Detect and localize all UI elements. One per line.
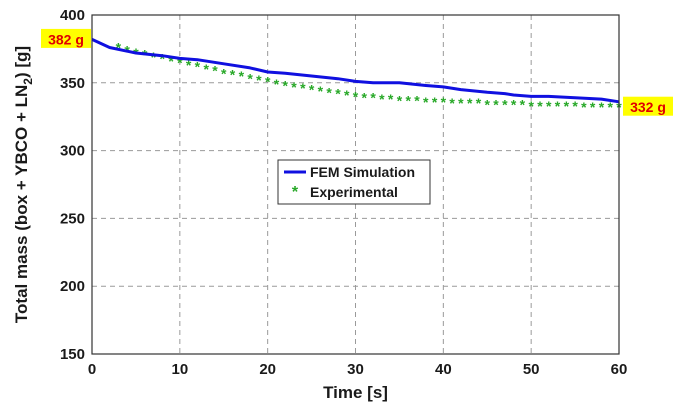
legend-box xyxy=(277,159,431,205)
experimental-point: * xyxy=(151,49,157,65)
y-tick-label: 400 xyxy=(60,7,85,24)
experimental-point: * xyxy=(502,96,508,112)
experimental-point: * xyxy=(581,99,587,115)
experimental-point: * xyxy=(572,98,578,114)
experimental-point: * xyxy=(405,92,411,108)
experimental-point: * xyxy=(116,40,122,56)
experimental-point: * xyxy=(274,76,280,92)
experimental-point: * xyxy=(160,50,166,66)
experimental-point: * xyxy=(177,54,183,70)
fem-simulation-line xyxy=(91,38,620,104)
legend-label-fem: FEM Simulation xyxy=(310,164,415,180)
x-tick-label: 10 xyxy=(171,361,188,378)
annotation-box xyxy=(623,96,673,116)
y-tick-label: 350 xyxy=(60,75,85,92)
experimental-point: * xyxy=(265,73,271,89)
y-axis-label: Total mass (box + YBCO + LN2) [g] xyxy=(12,46,35,323)
experimental-point: * xyxy=(432,94,438,110)
experimental-point: * xyxy=(537,98,543,114)
experimental-point: * xyxy=(291,79,297,95)
legend-marker-swatch: * xyxy=(292,184,299,201)
experimental-point: * xyxy=(423,94,429,110)
x-axis-label: Time [s] xyxy=(323,383,388,402)
experimental-point: * xyxy=(449,95,455,111)
y-tick-label: 200 xyxy=(60,278,85,295)
experimental-point: * xyxy=(362,90,368,106)
experimental-point: * xyxy=(300,80,306,96)
legend-label-experimental: Experimental xyxy=(310,184,398,200)
experimental-point: * xyxy=(458,95,464,111)
experimental-point: * xyxy=(493,96,499,112)
annotations: 382 g 332 g xyxy=(41,28,673,116)
annotation-label: 332 g xyxy=(630,99,666,115)
experimental-point: * xyxy=(309,82,315,98)
experimental-point: * xyxy=(186,57,192,73)
experimental-point: * xyxy=(335,86,341,102)
experimental-point: * xyxy=(195,59,201,75)
tick-labels: 0 10 20 30 40 50 60 150 200 250 300 350 400 xyxy=(60,7,627,378)
experimental-point: * xyxy=(441,94,447,110)
experimental-point: * xyxy=(344,87,350,103)
experimental-point: * xyxy=(379,91,385,107)
y-tick-label: 250 xyxy=(60,210,85,227)
experimental-point: * xyxy=(564,98,570,114)
experimental-point: * xyxy=(555,98,561,114)
experimental-point: * xyxy=(590,99,596,115)
experimental-point: * xyxy=(256,72,262,88)
experimental-point: * xyxy=(326,84,332,100)
experimental-point: * xyxy=(353,88,359,104)
annotation-box xyxy=(41,28,91,48)
plot-frame xyxy=(91,14,620,355)
experimental-point: * xyxy=(230,67,236,83)
legend: * FEM Simulation Experimental xyxy=(277,159,431,205)
experimental-point: * xyxy=(476,95,482,111)
experimental-point: * xyxy=(528,98,534,114)
series-layer: * * * * * * * * * * * * * * * * * * * * * * * * * * * * * * * * * * * * * * * *… xyxy=(91,38,622,115)
experimental-point: * xyxy=(511,96,517,112)
experimental-point: * xyxy=(283,78,289,94)
y-tick-label: 150 xyxy=(60,346,85,363)
x-tick-label: 40 xyxy=(435,361,452,378)
x-tick-label: 60 xyxy=(611,361,628,378)
experimental-point: * xyxy=(414,92,420,108)
experimental-point: * xyxy=(388,91,394,107)
experimental-point: * xyxy=(318,83,324,99)
experimental-point: * xyxy=(546,98,552,114)
experimental-point: * xyxy=(485,96,491,112)
experimental-point: * xyxy=(467,95,473,111)
experimental-point: * xyxy=(212,63,218,79)
experimental-point: * xyxy=(520,96,526,112)
experimental-point: * xyxy=(599,99,605,115)
experimental-point: * xyxy=(239,68,245,84)
x-tick-label: 50 xyxy=(523,361,540,378)
experimental-point: * xyxy=(247,71,253,87)
x-tick-label: 30 xyxy=(347,361,364,378)
experimental-point: * xyxy=(203,61,209,77)
experimental-point: * xyxy=(370,90,376,106)
experimental-point: * xyxy=(397,92,403,108)
y-tick-label: 300 xyxy=(60,143,85,160)
x-tick-label: 0 xyxy=(88,361,96,378)
experimental-point: * xyxy=(221,65,227,81)
experimental-point: * xyxy=(607,99,613,115)
experimental-point: * xyxy=(168,53,174,69)
x-tick-label: 20 xyxy=(259,361,276,378)
annotation-label: 382 g xyxy=(48,31,84,47)
